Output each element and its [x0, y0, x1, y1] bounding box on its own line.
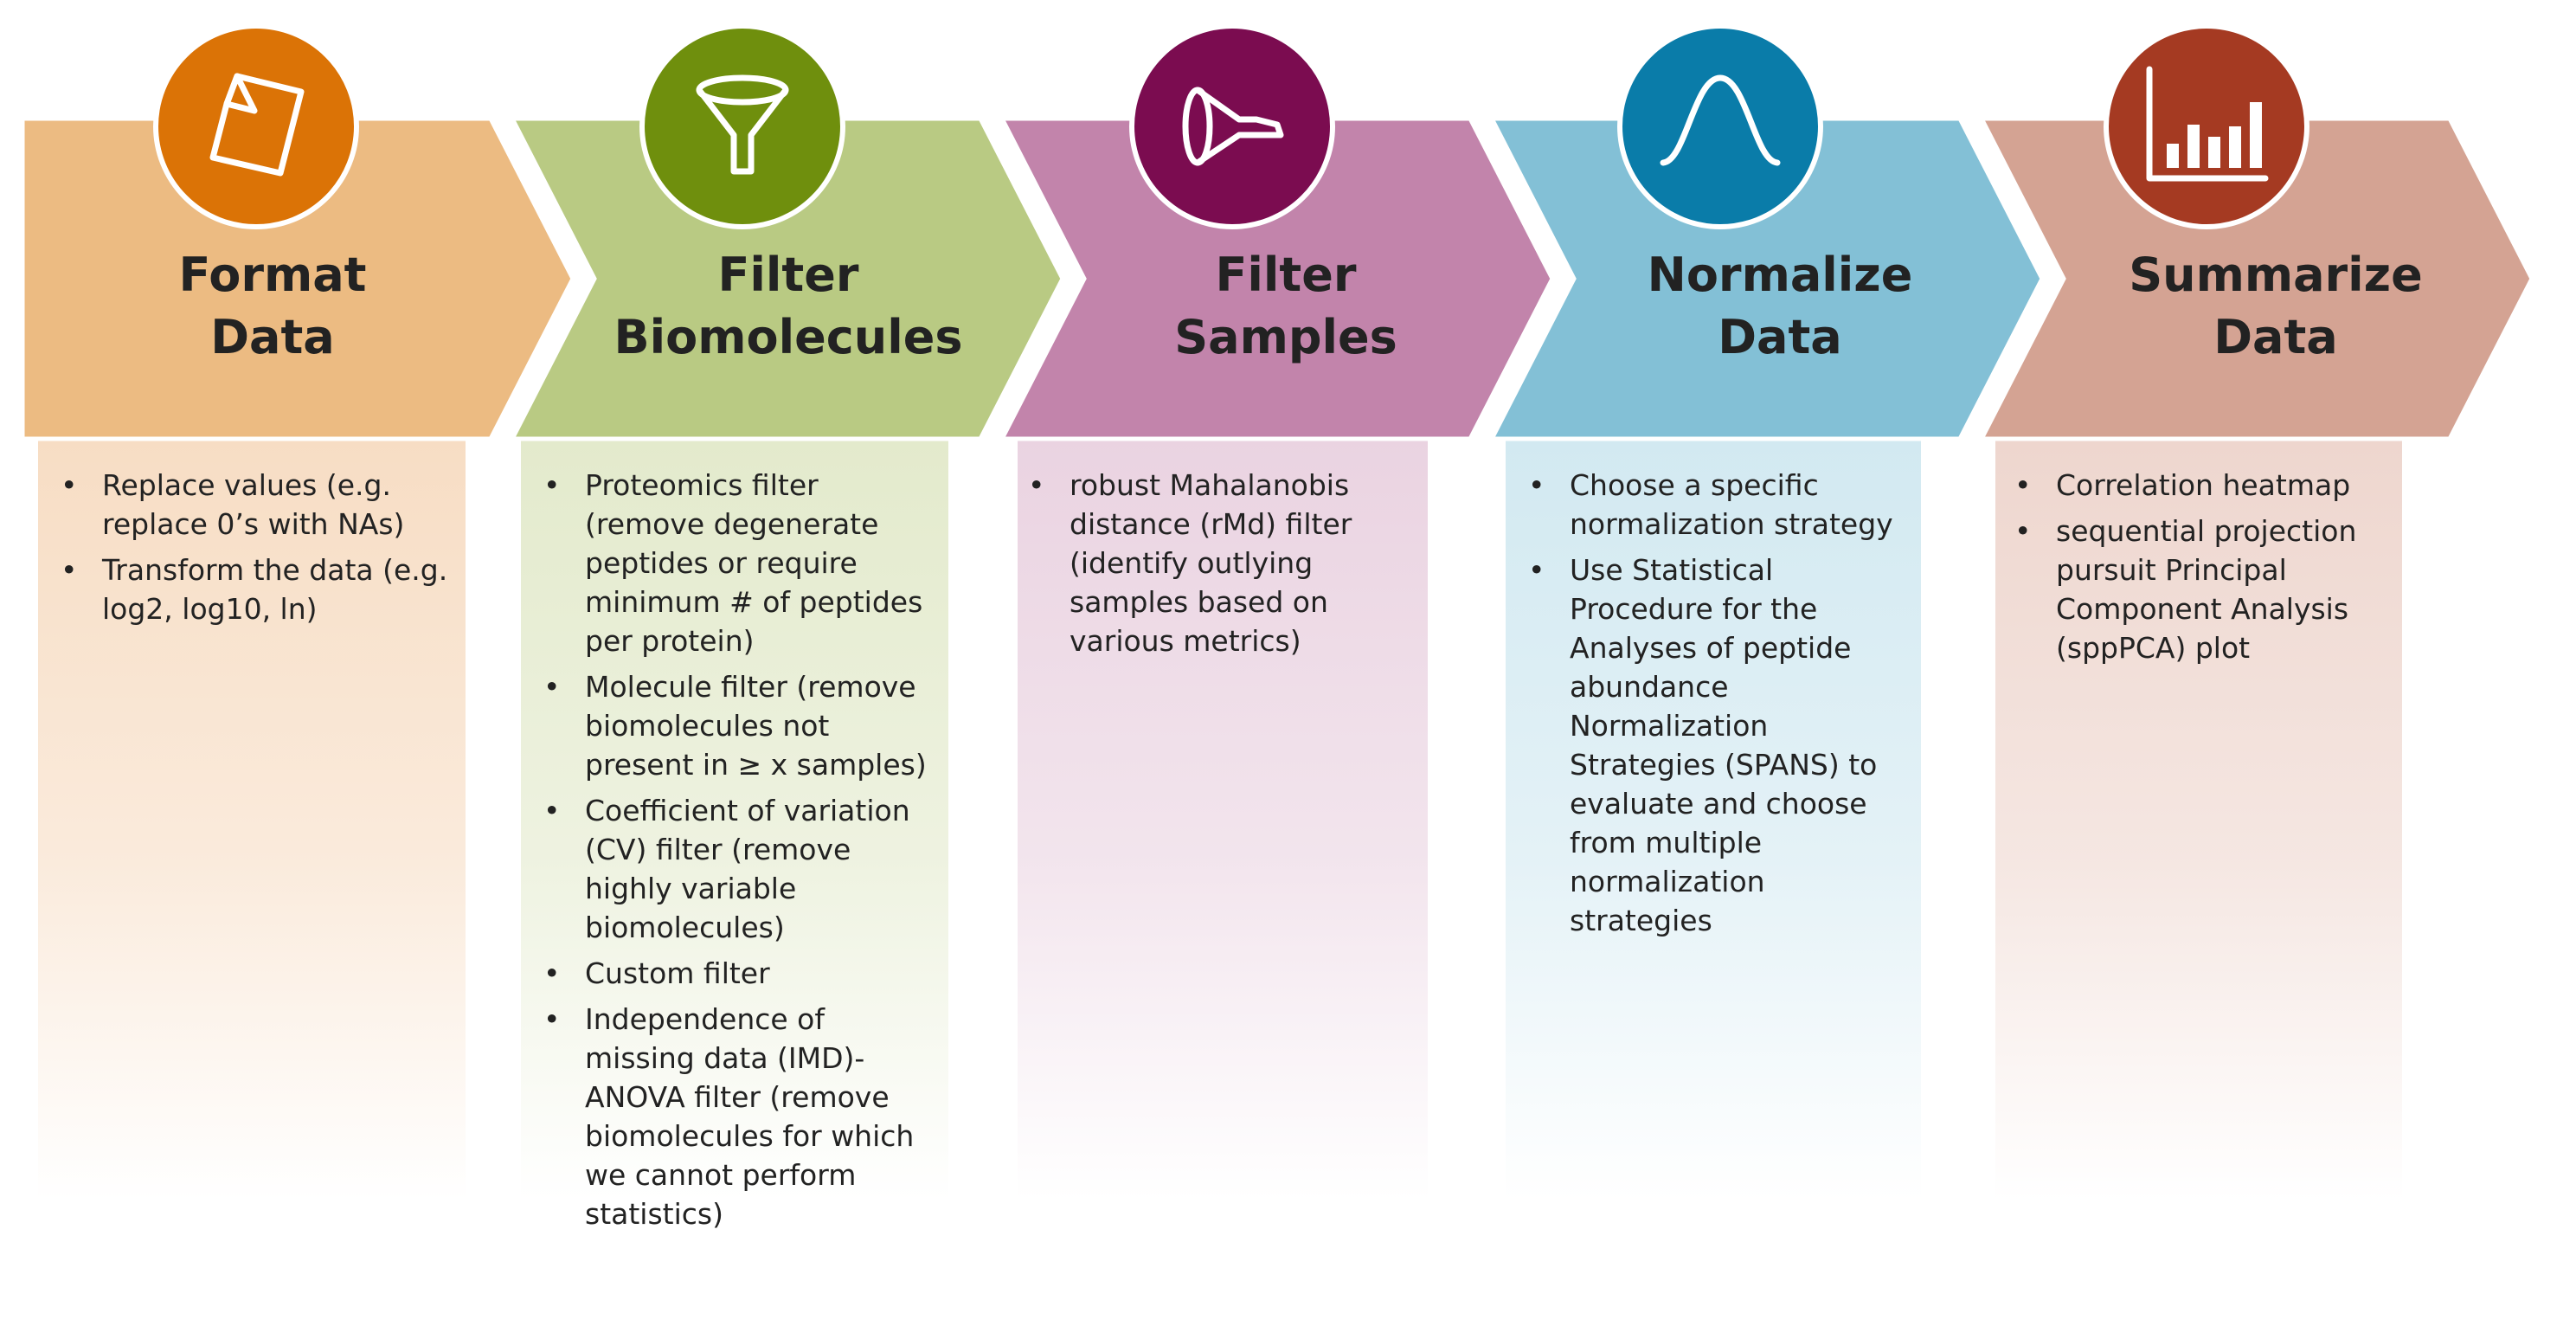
filter-samples-icon-circle	[1129, 23, 1335, 229]
title-line: Data	[210, 310, 335, 364]
title-line: Data	[1718, 310, 1842, 364]
filter-biomolecules-arrow	[508, 116, 1065, 441]
list-item: sequential projection pursuit Principal …	[2004, 512, 2402, 667]
normalize-data-details: Choose a specific normalization strategy…	[1518, 466, 1916, 947]
normalize-data-title: Normalize Data	[1538, 244, 2022, 369]
title-line: Normalize	[1647, 248, 1913, 302]
list-item: Coefficient of variation (CV) filter (re…	[533, 791, 931, 947]
filter-biomolecules-details: Proteomics filter (remove degenerate pep…	[533, 466, 931, 1240]
bar-chart-icon	[2146, 66, 2269, 182]
title-line: Filter	[717, 248, 859, 302]
bell-curve-icon	[1660, 74, 1781, 166]
filter-samples-arrow	[998, 116, 1555, 441]
summarize-data-icon-circle	[2104, 23, 2309, 229]
title-line: Biomolecules	[613, 310, 963, 364]
list-item: Molecule filter (remove biomolecules not…	[533, 667, 931, 784]
list-item: robust Mahalanobis distance (rMd) filter…	[1018, 466, 1416, 660]
funnel-icon	[696, 74, 789, 175]
summarize-data-arrow	[1977, 116, 2534, 441]
filter-samples-details: robust Mahalanobis distance (rMd) filter…	[1018, 466, 1416, 667]
list-item: Replace values (e.g. replace 0’s with NA…	[50, 466, 448, 544]
title-line: Samples	[1174, 310, 1397, 364]
list-item: Choose a specific normalization strategy	[1518, 466, 1916, 544]
title-line: Data	[2213, 310, 2338, 364]
normalize-data-icon-circle	[1617, 23, 1823, 229]
title-line: Summarize	[2129, 248, 2423, 302]
list-item: Use Statistical Procedure for the Analys…	[1518, 550, 1916, 940]
format-data-arrow	[20, 116, 575, 441]
summarize-data-details: Correlation heatmap sequential projection…	[2004, 466, 2402, 674]
filter-biomolecules-icon-circle	[639, 23, 845, 229]
format-data-title: Format Data	[30, 244, 515, 369]
title-line: Format	[178, 248, 367, 302]
normalize-data-arrow	[1487, 116, 2045, 441]
list-item: Correlation heatmap	[2004, 466, 2402, 505]
document-icon	[209, 73, 305, 177]
format-data-icon-circle	[153, 23, 359, 229]
list-item: Proteomics filter (remove degenerate pep…	[533, 466, 931, 660]
filter-samples-title: Filter Samples	[1044, 244, 1528, 369]
filter-biomolecules-title: Filter Biomolecules	[546, 244, 1031, 369]
format-data-details: Replace values (e.g. replace 0’s with NA…	[50, 466, 448, 635]
list-item: Transform the data (e.g. log2, log10, ln…	[50, 550, 448, 628]
mass-spec-icon	[1182, 87, 1284, 166]
title-line: Filter	[1215, 248, 1357, 302]
summarize-data-title: Summarize Data	[2033, 244, 2518, 369]
list-item: Custom filter	[533, 954, 931, 993]
list-item: Independence of missing data (IMD)-ANOVA…	[533, 1000, 931, 1233]
